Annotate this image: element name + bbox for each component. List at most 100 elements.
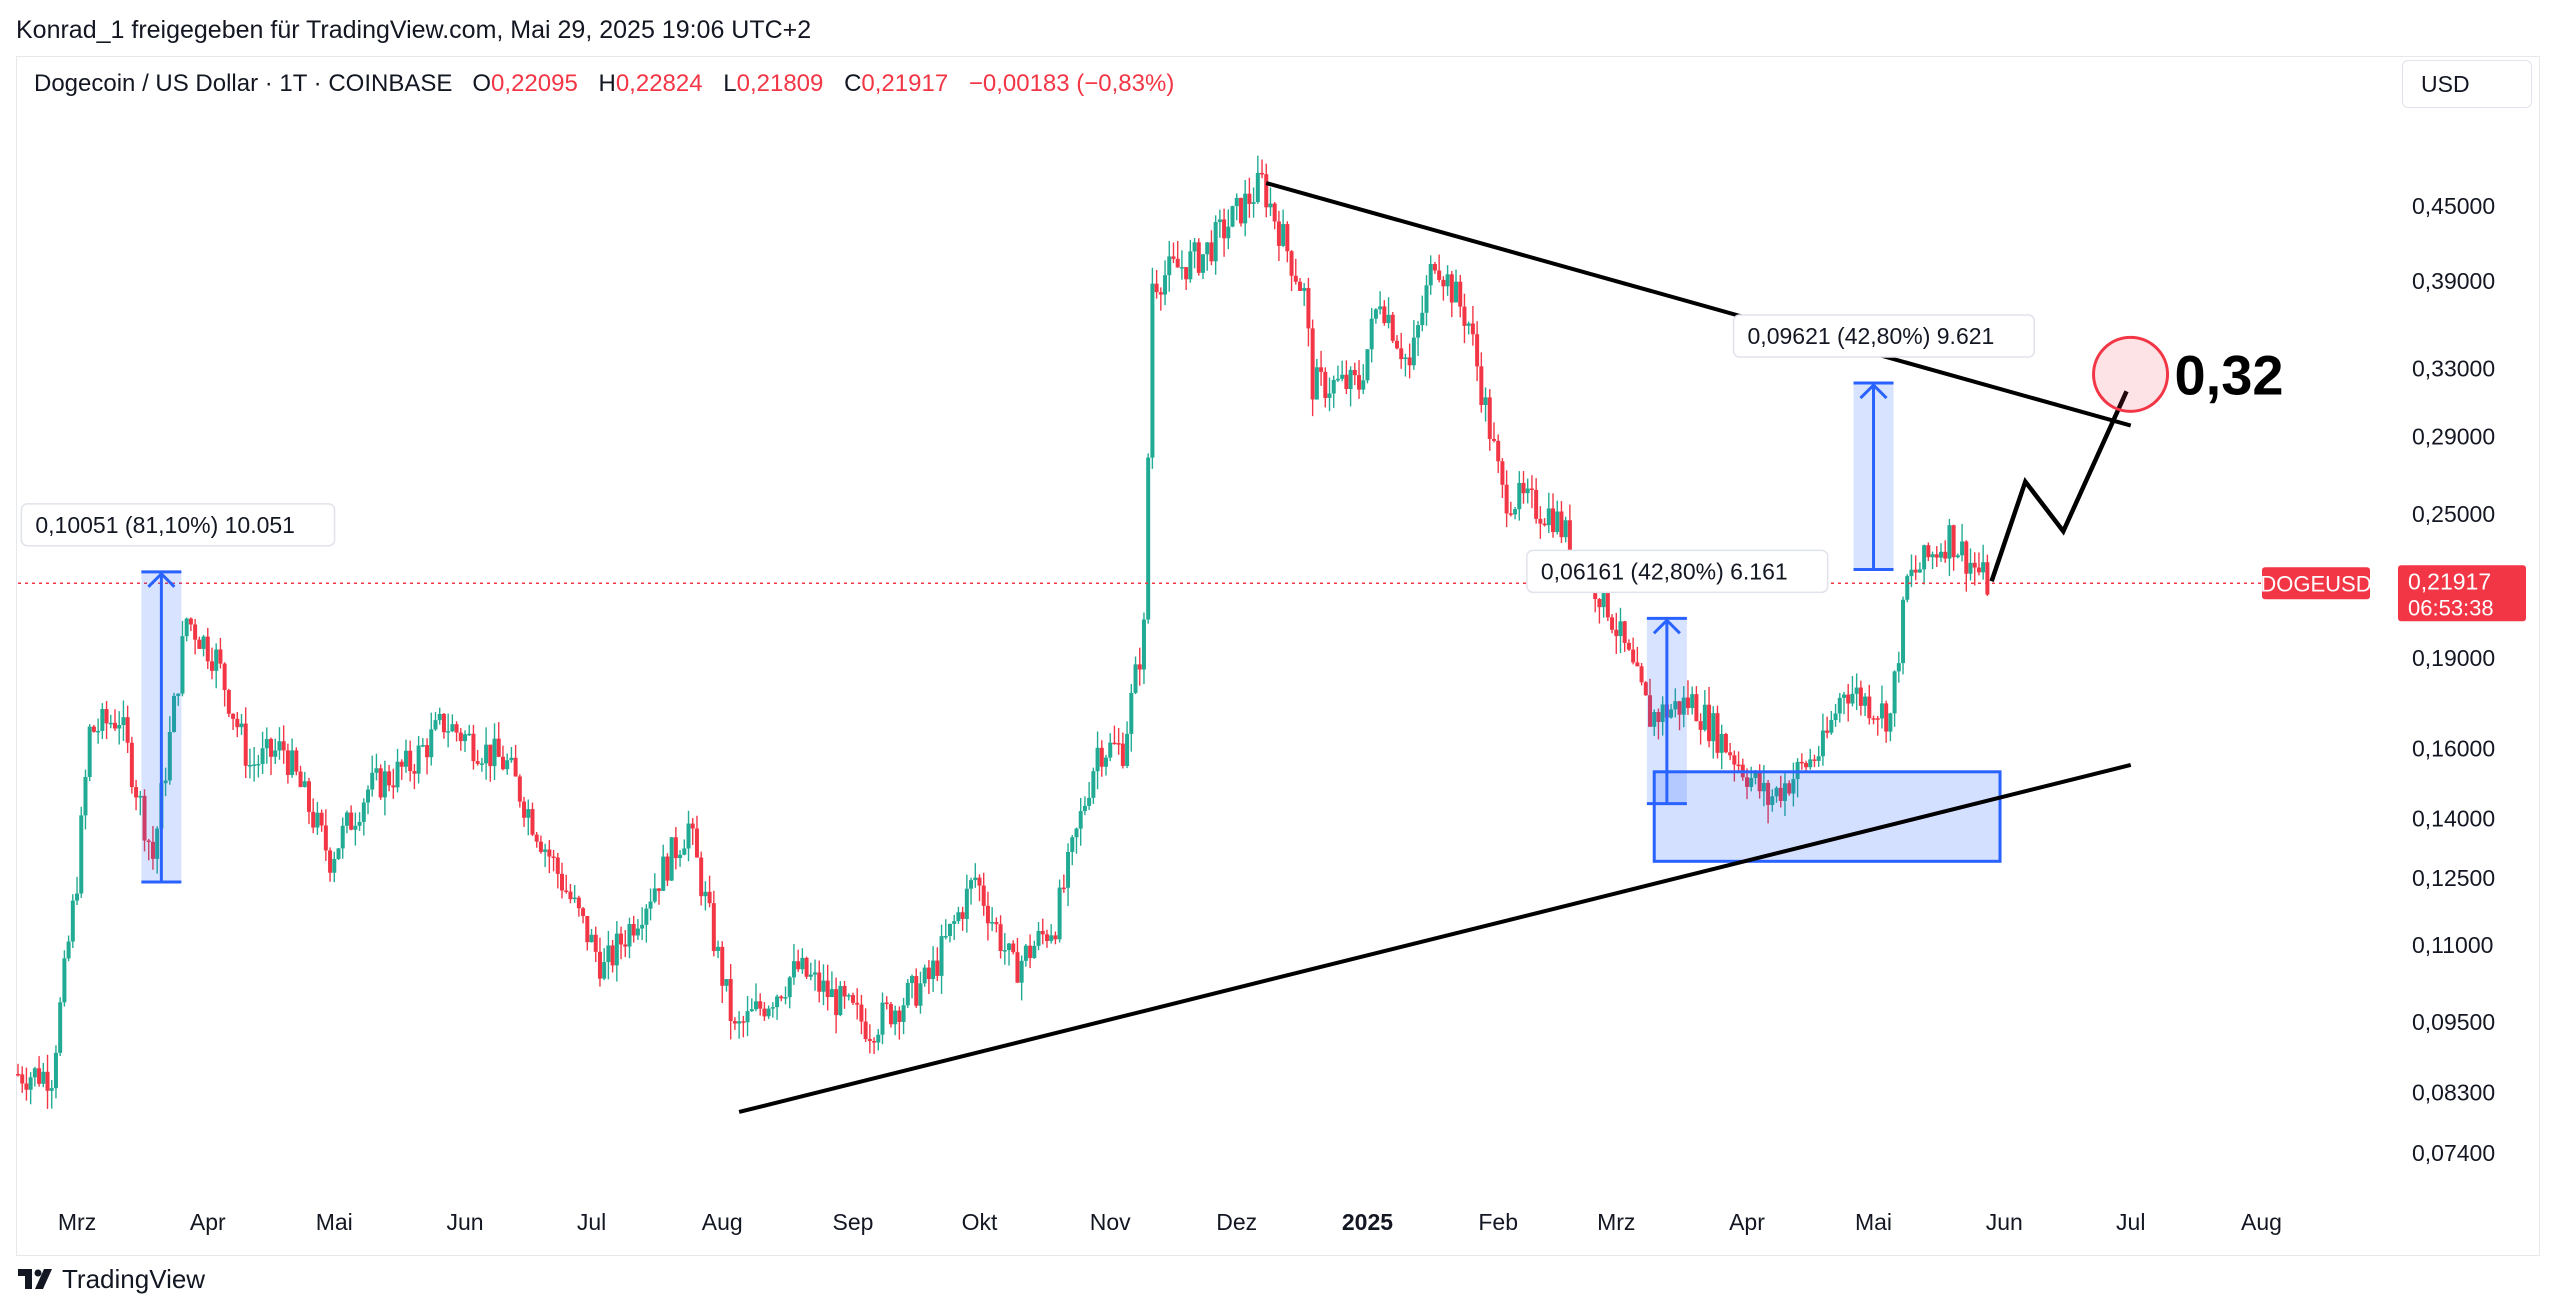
candle-body xyxy=(1104,757,1109,767)
candle-body xyxy=(1500,461,1505,485)
candle-body xyxy=(1702,704,1707,730)
candle-body xyxy=(813,972,818,975)
candle-body xyxy=(1424,285,1429,313)
candle-body xyxy=(796,961,801,970)
x-tick-label: Aug xyxy=(702,1209,743,1235)
tradingview-logo[interactable]: TradingView xyxy=(18,1264,205,1295)
target-circle[interactable] xyxy=(2092,335,2170,413)
candle-body xyxy=(1449,274,1454,303)
candle-body xyxy=(766,1008,771,1017)
candle-body xyxy=(117,725,122,729)
candle-body xyxy=(939,936,944,976)
candle-body xyxy=(1053,935,1058,940)
symbol-header: Dogecoin / US Dollar · 1T · COINBASE O0,… xyxy=(34,70,1188,98)
candle-body xyxy=(201,636,206,649)
candle-body xyxy=(1968,562,1973,574)
candle-body xyxy=(1437,270,1442,280)
projection-path[interactable] xyxy=(1989,390,2129,582)
candle-body xyxy=(1508,513,1513,515)
y-tick-label: 0,12500 xyxy=(2412,865,2495,891)
candle-body xyxy=(1382,306,1387,324)
measure-label-box xyxy=(1732,314,2036,358)
candle-body xyxy=(1222,219,1227,239)
resistance-trendline[interactable] xyxy=(1265,181,2132,428)
current-price-badge xyxy=(2398,565,2526,622)
symbol-name[interactable]: Dogecoin / US Dollar · 1T · COINBASE xyxy=(34,70,453,97)
candle-body xyxy=(1023,945,1028,961)
candle-body xyxy=(20,1074,25,1084)
candle-body xyxy=(707,891,712,904)
candle-body xyxy=(850,995,855,1003)
candle-body xyxy=(273,750,278,757)
candle-body xyxy=(1454,281,1459,303)
candle-body xyxy=(682,848,687,855)
support-trendline[interactable] xyxy=(738,763,2132,1114)
candle-body xyxy=(1137,664,1142,670)
candle-body xyxy=(475,761,480,764)
candle-body xyxy=(564,890,569,892)
candle-body xyxy=(737,1021,742,1024)
candle-body xyxy=(884,1002,889,1005)
target-label: 0,32 xyxy=(2175,343,2284,406)
candle-body xyxy=(720,946,725,986)
candle-body xyxy=(749,1009,754,1012)
candle-body xyxy=(231,713,236,719)
candle-body xyxy=(1787,783,1792,794)
candle-body xyxy=(1850,693,1855,704)
candle-body xyxy=(311,811,316,828)
candle-body xyxy=(1066,851,1071,888)
measure-label-box xyxy=(1526,549,1829,594)
y-tick-label: 0,08300 xyxy=(2412,1080,2495,1106)
candle-body xyxy=(243,723,248,766)
candle-body xyxy=(547,849,552,857)
close-value: 0,21917 xyxy=(861,70,949,97)
candle-body xyxy=(96,730,101,733)
candle-body xyxy=(829,989,834,998)
candle-body xyxy=(1681,697,1686,715)
candle-body xyxy=(1323,371,1328,398)
candle-body xyxy=(1858,687,1863,706)
countdown-label: 06:53:38 xyxy=(2408,595,2494,620)
candle-body xyxy=(1007,943,1012,951)
candle-body xyxy=(1386,314,1391,324)
candle-body xyxy=(184,618,189,637)
candle-body xyxy=(323,825,328,851)
candle-body xyxy=(403,750,408,767)
candle-body xyxy=(315,812,320,828)
candle-body xyxy=(1217,219,1222,223)
candle-body xyxy=(981,885,986,906)
candle-body xyxy=(1011,943,1016,953)
candle-body xyxy=(235,718,240,728)
candle-body xyxy=(1639,666,1644,683)
candle-body xyxy=(226,690,231,714)
candle-body xyxy=(391,785,396,788)
candle-body xyxy=(1926,545,1931,558)
candle-body xyxy=(834,989,839,1016)
currency-button[interactable]: USD xyxy=(2402,60,2532,108)
candle-body xyxy=(914,976,919,1006)
candle-body xyxy=(1888,713,1893,732)
x-tick-label: Mai xyxy=(1855,1209,1892,1235)
support-zone[interactable] xyxy=(1652,770,2002,863)
candle-body xyxy=(530,809,535,835)
candle-body xyxy=(58,1002,63,1053)
candle-body xyxy=(1884,703,1889,732)
y-tick-label: 0,45000 xyxy=(2412,193,2495,219)
candle-body xyxy=(775,996,780,1008)
candle-body xyxy=(1483,397,1488,406)
candle-body xyxy=(28,1077,33,1090)
candle-body xyxy=(49,1088,54,1091)
candle-body xyxy=(336,848,341,859)
candle-body xyxy=(180,636,185,694)
candle-body xyxy=(1960,541,1965,556)
candle-body xyxy=(150,841,155,859)
candle-body xyxy=(1365,349,1370,381)
candle-body xyxy=(302,781,307,787)
candle-body xyxy=(838,985,843,1016)
measure-arrow-head xyxy=(1859,382,1888,400)
candle-body xyxy=(1976,567,1981,573)
candle-body xyxy=(1985,562,1990,595)
candle-body xyxy=(931,960,936,980)
candle-body xyxy=(551,856,556,859)
